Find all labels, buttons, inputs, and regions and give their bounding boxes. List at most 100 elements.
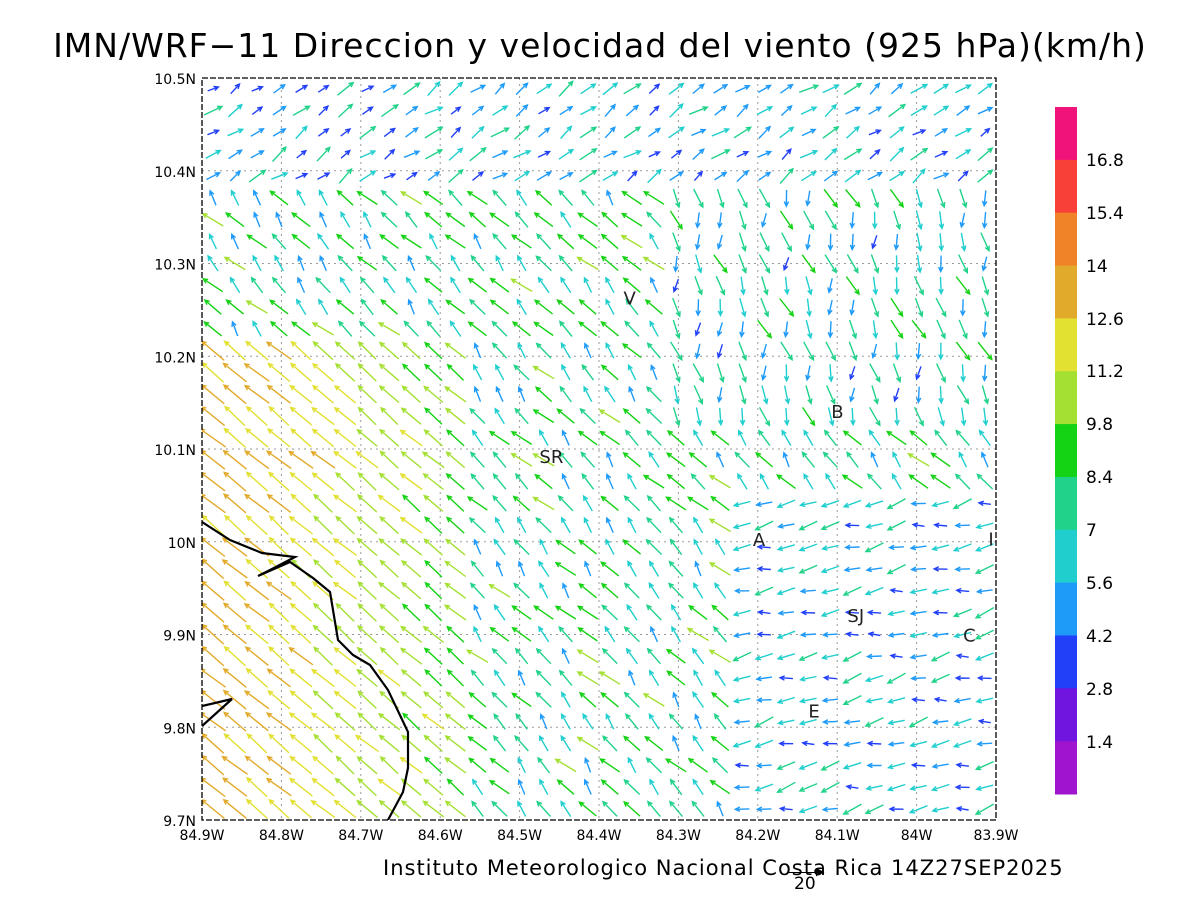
wind-vector-arrow bbox=[266, 493, 292, 513]
wind-vector-arrow bbox=[799, 588, 816, 594]
wind-vector-arrow bbox=[379, 625, 400, 644]
wind-vector-arrow bbox=[356, 515, 378, 535]
wind-vector-arrow bbox=[583, 778, 592, 795]
wind-vector-arrow bbox=[622, 452, 641, 468]
wind-vector-arrow bbox=[933, 172, 950, 180]
wind-vector-arrow bbox=[915, 188, 923, 209]
wind-vector-arrow bbox=[207, 254, 219, 272]
wind-vector-arrow bbox=[739, 298, 747, 318]
wind-vector-arrow bbox=[695, 212, 701, 229]
wind-vector-arrow bbox=[648, 581, 660, 599]
wind-vector-arrow bbox=[606, 473, 614, 490]
wind-vector-arrow bbox=[648, 127, 662, 138]
wind-vector-arrow bbox=[493, 603, 506, 621]
wind-vector-arrow bbox=[975, 784, 994, 791]
wind-vector-arrow bbox=[424, 363, 443, 382]
wind-vector-arrow bbox=[539, 713, 548, 730]
wind-vector-arrow bbox=[310, 450, 336, 469]
wind-vector-arrow bbox=[354, 734, 380, 753]
wind-vector-arrow bbox=[889, 126, 905, 139]
wind-vector-arrow bbox=[489, 299, 510, 315]
wind-vector-arrow bbox=[955, 587, 970, 594]
wind-vector-arrow bbox=[295, 298, 307, 315]
wind-vector-arrow bbox=[422, 800, 445, 818]
wind-vector-arrow bbox=[865, 523, 883, 529]
wind-vector-arrow bbox=[779, 167, 794, 185]
wind-vector-arrow bbox=[271, 233, 287, 250]
wind-vector-arrow bbox=[560, 800, 572, 817]
colorbar-swatch bbox=[1055, 371, 1077, 425]
wind-vector-arrow bbox=[222, 449, 247, 470]
lat-tick-label: 10.3N bbox=[154, 258, 196, 274]
wind-vector-arrow bbox=[914, 297, 924, 318]
wind-vector-arrow bbox=[583, 516, 593, 533]
wind-vector-arrow bbox=[642, 190, 665, 205]
wind-vector-arrow bbox=[471, 429, 484, 446]
wind-vector-arrow bbox=[959, 299, 966, 317]
wind-vector-arrow bbox=[405, 105, 419, 116]
wind-vector-arrow bbox=[561, 691, 571, 708]
wind-vector-arrow bbox=[955, 762, 969, 768]
wind-vector-arrow bbox=[893, 210, 901, 231]
wind-vector-arrow bbox=[783, 407, 790, 427]
wind-vector-arrow bbox=[801, 128, 817, 137]
wind-vector-arrow bbox=[223, 427, 247, 449]
wind-vector-arrow bbox=[649, 320, 659, 337]
wind-vector-arrow bbox=[446, 494, 465, 512]
reference-arrow-shaft bbox=[788, 872, 820, 873]
wind-vector-arrow bbox=[916, 232, 923, 252]
wind-vector-arrow bbox=[444, 560, 467, 578]
wind-vector-arrow bbox=[582, 712, 594, 730]
lat-tick-label: 9.9N bbox=[163, 629, 196, 645]
wind-vector-arrow bbox=[313, 559, 333, 579]
wind-vector-arrow bbox=[290, 493, 312, 514]
wind-vector-arrow bbox=[822, 84, 840, 94]
wind-vector-arrow bbox=[717, 298, 724, 318]
wind-vector-arrow bbox=[798, 718, 817, 726]
colorbar-label: 4.2 bbox=[1086, 627, 1113, 647]
colorbar-swatch bbox=[1055, 159, 1077, 214]
wind-vector-arrow bbox=[909, 784, 927, 791]
wind-vector-arrow bbox=[380, 103, 400, 118]
wind-vector-arrow bbox=[334, 712, 356, 731]
lat-tick-label: 10.2N bbox=[154, 350, 196, 366]
lon-tick-label: 84.3W bbox=[656, 828, 701, 844]
city-label-i: I bbox=[988, 530, 993, 551]
wind-vector-arrow bbox=[776, 781, 796, 793]
wind-vector-arrow bbox=[202, 668, 227, 688]
wind-vector-arrow bbox=[203, 321, 223, 337]
wind-vector-arrow bbox=[243, 362, 270, 382]
wind-vector-arrow bbox=[492, 451, 507, 468]
wind-vector-arrow bbox=[828, 364, 834, 383]
city-label-c: C bbox=[963, 625, 976, 646]
wind-vector-arrow bbox=[378, 385, 400, 404]
wind-vector-arrow bbox=[756, 609, 771, 616]
wind-vector-arrow bbox=[466, 496, 488, 511]
wind-vector-arrow bbox=[383, 173, 397, 179]
wind-vector-arrow bbox=[333, 384, 357, 404]
wind-vector-arrow bbox=[976, 473, 994, 490]
wind-vector-arrow bbox=[977, 169, 994, 183]
wind-vector-arrow bbox=[645, 385, 662, 403]
wind-vector-arrow bbox=[202, 690, 226, 710]
wind-vector-arrow bbox=[209, 189, 217, 206]
wind-vector-arrow bbox=[665, 496, 687, 511]
wind-vector-arrow bbox=[539, 538, 549, 555]
wind-vector-arrow bbox=[604, 126, 616, 139]
wind-vector-arrow bbox=[910, 105, 928, 117]
wind-vector-arrow bbox=[974, 543, 994, 552]
wind-vector-arrow bbox=[378, 799, 400, 818]
wind-vector-arrow bbox=[446, 429, 465, 447]
wind-vector-arrow bbox=[805, 365, 811, 382]
wind-vector-arrow bbox=[869, 363, 881, 384]
wind-vector-arrow bbox=[935, 297, 947, 318]
wind-vector-arrow bbox=[737, 188, 748, 209]
wind-vector-arrow bbox=[274, 254, 285, 272]
wind-vector-arrow bbox=[579, 148, 598, 161]
wind-vector-arrow bbox=[537, 625, 550, 643]
wind-vector-arrow bbox=[489, 277, 510, 293]
wind-vector-arrow bbox=[778, 740, 794, 747]
wind-vector-arrow bbox=[310, 799, 336, 818]
wind-vector-arrow bbox=[650, 364, 658, 380]
wind-vector-arrow bbox=[716, 344, 724, 359]
